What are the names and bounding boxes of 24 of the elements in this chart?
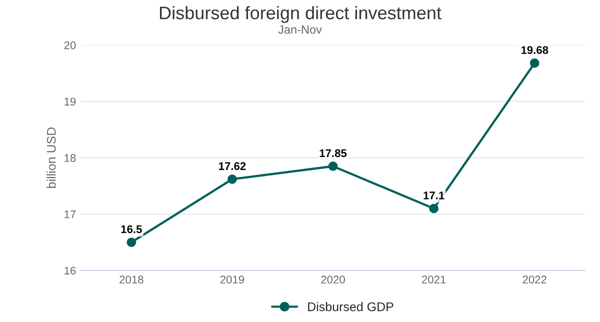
y-tick-label: 16 bbox=[64, 266, 76, 275]
y-tick-label: 20 bbox=[64, 41, 76, 50]
data-label: 16.5 bbox=[121, 225, 142, 234]
data-label: 17.62 bbox=[219, 162, 246, 170]
x-tick-label: 2020 bbox=[321, 276, 345, 284]
data-label: 19.68 bbox=[521, 46, 548, 54]
y-tick-label: 19 bbox=[64, 98, 76, 106]
point bbox=[228, 174, 237, 184]
chart-subtitle: Jan-Nov bbox=[278, 26, 322, 34]
data-label: 17.1 bbox=[424, 192, 444, 200]
y-axis-title: billion USD bbox=[46, 127, 56, 188]
y-tick-label: 17 bbox=[64, 210, 76, 218]
point bbox=[530, 58, 540, 68]
x-tick-label: 2021 bbox=[422, 276, 446, 284]
legend-label: Disbursed GDP bbox=[308, 302, 394, 312]
x-tick-label: 2018 bbox=[120, 276, 144, 284]
chart-title: Disbursed foreign direct investment bbox=[160, 6, 442, 23]
y-tick-label: 18 bbox=[64, 154, 76, 162]
x-tick-label: 2022 bbox=[522, 276, 546, 284]
point bbox=[126, 238, 136, 247]
x-tick-label: 2019 bbox=[220, 276, 244, 284]
point bbox=[429, 204, 438, 214]
data-label: 17.85 bbox=[320, 149, 347, 158]
point bbox=[328, 162, 338, 171]
